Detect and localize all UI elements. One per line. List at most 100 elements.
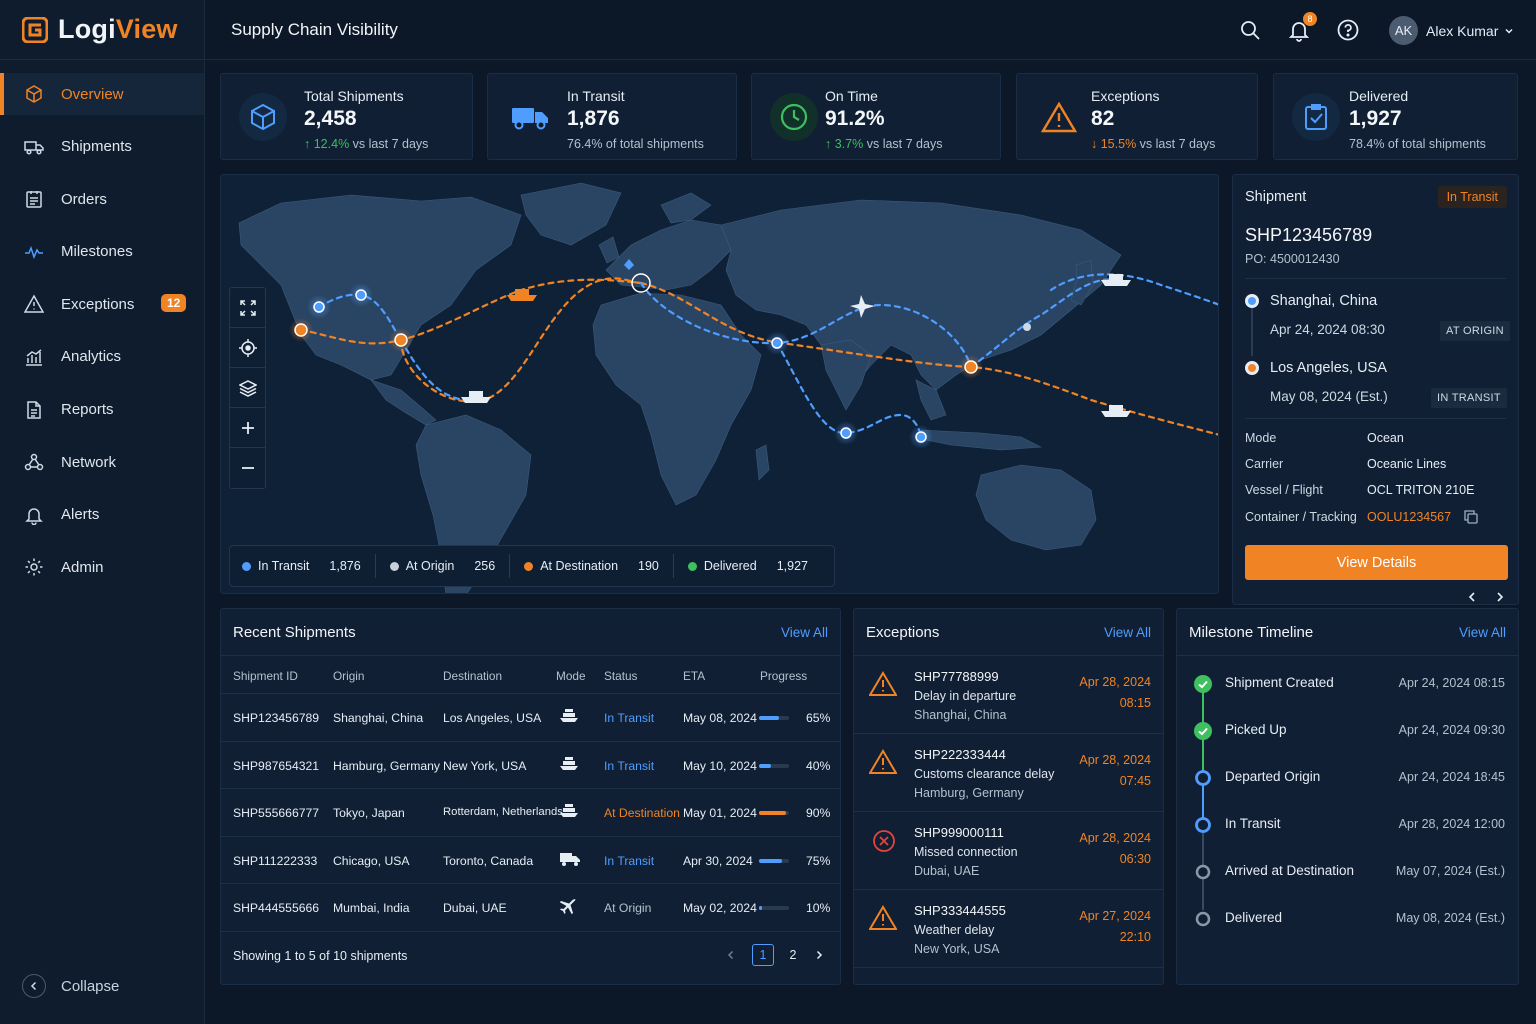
exceptions-panel: Exceptions View All SHP77788999 Delay in … — [853, 608, 1164, 985]
exception-item[interactable]: SHP333444555 Weather delay New York, USA Ap… — [854, 890, 1163, 968]
zoom-out-icon[interactable] — [230, 448, 265, 488]
next-shipment-icon[interactable] — [1494, 591, 1506, 603]
milestone-item: Picked Up Apr 24, 2024 09:30 — [1177, 707, 1518, 754]
cell-shipment-id[interactable]: SHP444555666 — [233, 901, 320, 915]
table-row[interactable]: SHP444555666 Mumbai, India Dubai, UAE At Or… — [221, 884, 840, 932]
milestone-item: In Transit Apr 28, 2024 12:00 — [1177, 801, 1518, 848]
brand[interactable]: LogiView — [0, 0, 204, 60]
legend-in-transit[interactable]: In Transit 1,876 — [242, 559, 361, 573]
view-all-link[interactable]: View All — [1103, 625, 1151, 640]
table-row[interactable]: SHP111222333 Chicago, USA Toronto, Canada I… — [221, 837, 840, 884]
cell-origin: Shanghai, China — [333, 711, 424, 725]
sidebar-item-analytics[interactable]: Analytics — [0, 336, 204, 378]
kpi-in-transit[interactable]: In Transit 1,876 76.4% of total shipment… — [487, 73, 737, 160]
cell-eta: May 02, 2024 — [683, 901, 757, 915]
page-2-button[interactable]: 2 — [789, 948, 797, 962]
sidebar-item-label: Milestones — [61, 243, 133, 261]
cell-progress-label: 65% — [806, 711, 831, 725]
exception-item[interactable]: SHP222333444 Customs clearance delay Hambu… — [854, 734, 1163, 812]
kpi-on-time[interactable]: On Time 91.2% ↑ 3.7% vs last 7 days — [751, 73, 1001, 160]
view-all-link[interactable]: View All — [780, 625, 828, 640]
kpi-exceptions[interactable]: Exceptions 82 ↓ 15.5% vs last 7 days — [1016, 73, 1258, 160]
milestone-item: Arrived at Destination May 07, 2024 (Est.… — [1177, 848, 1518, 895]
arrow-up-icon: ↑ — [304, 137, 314, 151]
exception-shipment-id: SHP999000111 — [914, 825, 1004, 840]
clipboard-icon — [24, 189, 44, 209]
cell-shipment-id[interactable]: SHP555666777 — [233, 806, 320, 820]
legend-at-destination[interactable]: At Destination 190 — [524, 559, 659, 573]
sidebar-item-label: Exceptions — [61, 295, 135, 313]
page-1-button[interactable]: 1 — [752, 944, 774, 966]
chevron-down-icon — [1505, 28, 1513, 34]
truck-icon — [24, 137, 44, 157]
sidebar-item-orders[interactable]: Orders — [0, 178, 204, 220]
clipboard-check-icon — [1292, 93, 1340, 141]
cell-shipment-id[interactable]: SHP111222333 — [233, 853, 318, 868]
ship-icon — [559, 708, 579, 727]
pending-step-icon — [1194, 910, 1212, 928]
sidebar-item-network[interactable]: Network — [0, 441, 204, 483]
sidebar-item-overview[interactable]: Overview — [0, 73, 204, 115]
warning-icon — [868, 749, 898, 777]
origin-tag: AT ORIGIN — [1440, 321, 1510, 341]
exception-item[interactable]: SHP999000111 Missed connection Dubai, UAE A… — [854, 812, 1163, 890]
sidebar-item-label: Analytics — [61, 348, 122, 366]
cell-shipment-id[interactable]: SHP987654321 — [233, 758, 320, 773]
cell-status: At Origin — [604, 901, 652, 915]
cell-destination: Los Angeles, USA — [443, 711, 542, 725]
sidebar-item-exceptions[interactable]: Exceptions 12 — [0, 283, 204, 325]
zoom-in-icon[interactable] — [230, 408, 265, 448]
network-icon — [24, 452, 44, 472]
cell-origin: Hamburg, Germany — [333, 758, 441, 773]
shipment-map[interactable]: In Transit 1,876 At Origin 256 At Destinat… — [220, 174, 1219, 594]
ship-icon — [559, 756, 579, 775]
tracking-link[interactable]: OOLU1234567 — [1367, 510, 1452, 524]
user-menu[interactable]: AK Alex Kumar — [1389, 16, 1514, 45]
cell-origin: Mumbai, India — [333, 901, 410, 915]
kpi-label: Exceptions — [1091, 88, 1160, 104]
legend-at-origin[interactable]: At Origin 256 — [389, 559, 495, 573]
sidebar-item-shipments[interactable]: Shipments — [0, 126, 204, 168]
view-details-button[interactable]: View Details — [1245, 545, 1508, 580]
table-row[interactable]: SHP987654321 Hamburg, Germany New York, US… — [221, 742, 840, 789]
kpi-label: Total Shipments — [304, 88, 404, 104]
progress-bar — [759, 763, 789, 768]
legend-delivered[interactable]: Delivered 1,927 — [687, 559, 808, 573]
world-map — [238, 182, 1218, 593]
search-icon[interactable] — [1238, 18, 1262, 42]
truck-icon — [506, 93, 554, 141]
fullscreen-icon[interactable] — [230, 288, 265, 328]
kpi-value: 91.2% — [825, 107, 885, 130]
prev-page-icon[interactable] — [720, 944, 742, 966]
milestone-time: May 07, 2024 (Est.) — [1395, 864, 1505, 878]
cell-progress-label: 10% — [806, 901, 831, 915]
current-step-icon — [1194, 816, 1212, 834]
cell-destination: Rotterdam, Netherlands — [443, 806, 563, 818]
locate-icon[interactable] — [230, 328, 265, 368]
top-header: Supply Chain Visibility 8 AK Alex Kumar — [205, 0, 1536, 60]
table-row[interactable]: SHP555666777 Tokyo, Japan Rotterdam, Nethe… — [221, 789, 840, 837]
kpi-delta: ↑ 12.4% vs last 7 days — [304, 137, 429, 151]
view-all-link[interactable]: View All — [1458, 625, 1506, 640]
sidebar-item-admin[interactable]: Admin — [0, 546, 204, 588]
notification-bell-icon[interactable]: 8 — [1287, 12, 1317, 42]
table-row[interactable]: SHP123456789 Shanghai, China Los Angeles, … — [221, 694, 840, 742]
help-icon[interactable] — [1336, 18, 1360, 42]
sidebar-item-reports[interactable]: Reports — [0, 389, 204, 431]
check-circle-icon — [1194, 675, 1212, 693]
prev-shipment-icon[interactable] — [1466, 591, 1478, 603]
milestone-name: In Transit — [1225, 816, 1281, 831]
cell-origin: Chicago, USA — [333, 853, 410, 868]
cell-shipment-id[interactable]: SHP123456789 — [233, 711, 320, 725]
copy-icon[interactable] — [1464, 510, 1478, 524]
kpi-total-shipments[interactable]: Total Shipments 2,458 ↑ 12.4% vs last 7 … — [220, 73, 473, 160]
exception-item[interactable]: SHP77788999 Delay in departure Shanghai, C… — [854, 656, 1163, 734]
sidebar-item-alerts[interactable]: Alerts — [0, 494, 204, 536]
kpi-value: 1,876 — [567, 107, 620, 130]
field-mode: Mode Ocean — [1245, 431, 1404, 445]
next-page-icon[interactable] — [808, 944, 830, 966]
collapse-button[interactable]: Collapse — [22, 974, 119, 998]
layers-icon[interactable] — [230, 368, 265, 408]
sidebar-item-milestones[interactable]: Milestones — [0, 231, 204, 273]
kpi-delivered[interactable]: Delivered 1,927 78.4% of total shipments — [1273, 73, 1518, 160]
